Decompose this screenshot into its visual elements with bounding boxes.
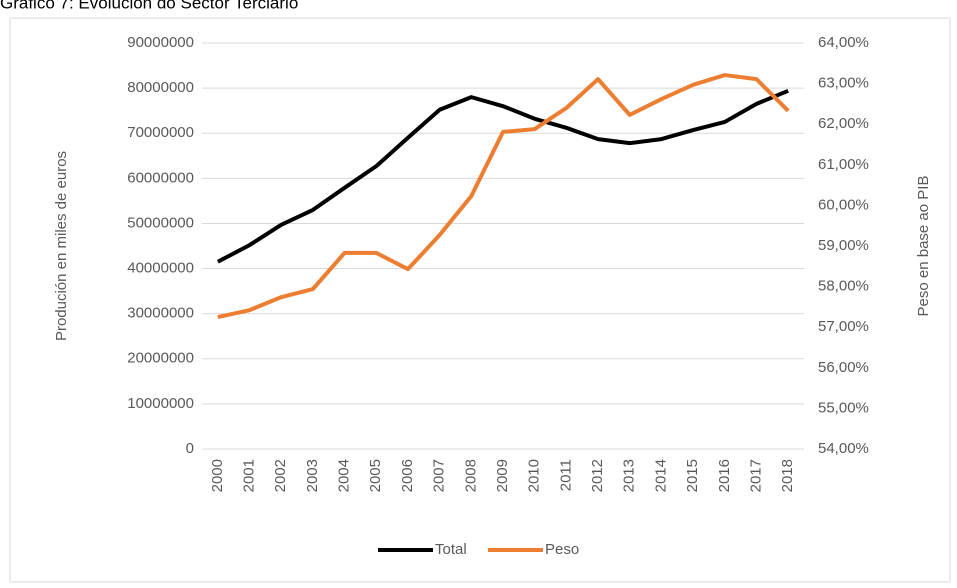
series-line — [216, 88, 789, 264]
x-tick-label: 2011 — [557, 459, 574, 491]
x-tick-label: 2006 — [399, 459, 416, 492]
x-tick-label: 2001 — [240, 459, 257, 492]
x-tick-label: 2003 — [304, 459, 321, 492]
y2-tick-label: 59,00% — [818, 237, 869, 254]
y2-tick-label: 58,00% — [818, 278, 869, 295]
x-tick-label: 2018 — [779, 459, 796, 492]
x-tick-label: 2004 — [336, 459, 353, 492]
x-tick-label: 2009 — [494, 459, 511, 492]
y2-tick-label: 64,00% — [818, 34, 869, 51]
legend-label: Total — [435, 541, 467, 558]
x-tick-label: 2012 — [589, 459, 606, 492]
y2-tick-label: 60,00% — [818, 196, 869, 213]
series-line — [217, 73, 790, 320]
y-tick-label: 10000000 — [127, 395, 194, 412]
y-tick-label: 70000000 — [127, 124, 194, 141]
y-tick-label: 20000000 — [127, 350, 194, 367]
y-axis-title: Produción en miles de euros — [53, 151, 70, 341]
x-tick-label: 2016 — [716, 459, 733, 492]
y-tick-label: 60000000 — [127, 169, 194, 186]
y-tick-label: 80000000 — [127, 79, 194, 96]
x-tick-label: 2013 — [621, 459, 638, 492]
x-tick-label: 2014 — [652, 459, 669, 492]
y2-tick-label: 55,00% — [818, 399, 869, 416]
y-tick-label: 30000000 — [127, 305, 194, 322]
y2-tick-label: 56,00% — [818, 359, 869, 376]
y2-tick-label: 61,00% — [818, 156, 869, 173]
y-tick-label: 40000000 — [127, 260, 194, 277]
x-tick-label: 2008 — [462, 459, 479, 492]
chart-title: Gráfico 7: Evolución do Sector Terciario — [0, 0, 298, 12]
y2-tick-label: 57,00% — [818, 318, 869, 335]
y2-axis-title: Peso en base ao PIB — [915, 176, 932, 317]
chart-border — [9, 17, 951, 583]
x-tick-label: 2000 — [209, 459, 226, 492]
y-tick-label: 0 — [186, 440, 194, 457]
legend-label: Peso — [545, 541, 579, 558]
x-tick-label: 2005 — [367, 459, 384, 492]
x-tick-label: 2017 — [747, 459, 764, 492]
y-tick-label: 90000000 — [127, 34, 194, 51]
y2-tick-label: 54,00% — [818, 440, 869, 457]
x-tick-label: 2007 — [431, 459, 448, 492]
y-tick-label: 50000000 — [127, 214, 194, 231]
x-tick-label: 2015 — [684, 459, 701, 492]
x-tick-label: 2010 — [526, 459, 543, 492]
x-tick-label: 2002 — [272, 459, 289, 492]
y2-tick-label: 63,00% — [818, 75, 869, 92]
y2-tick-label: 62,00% — [818, 115, 869, 132]
